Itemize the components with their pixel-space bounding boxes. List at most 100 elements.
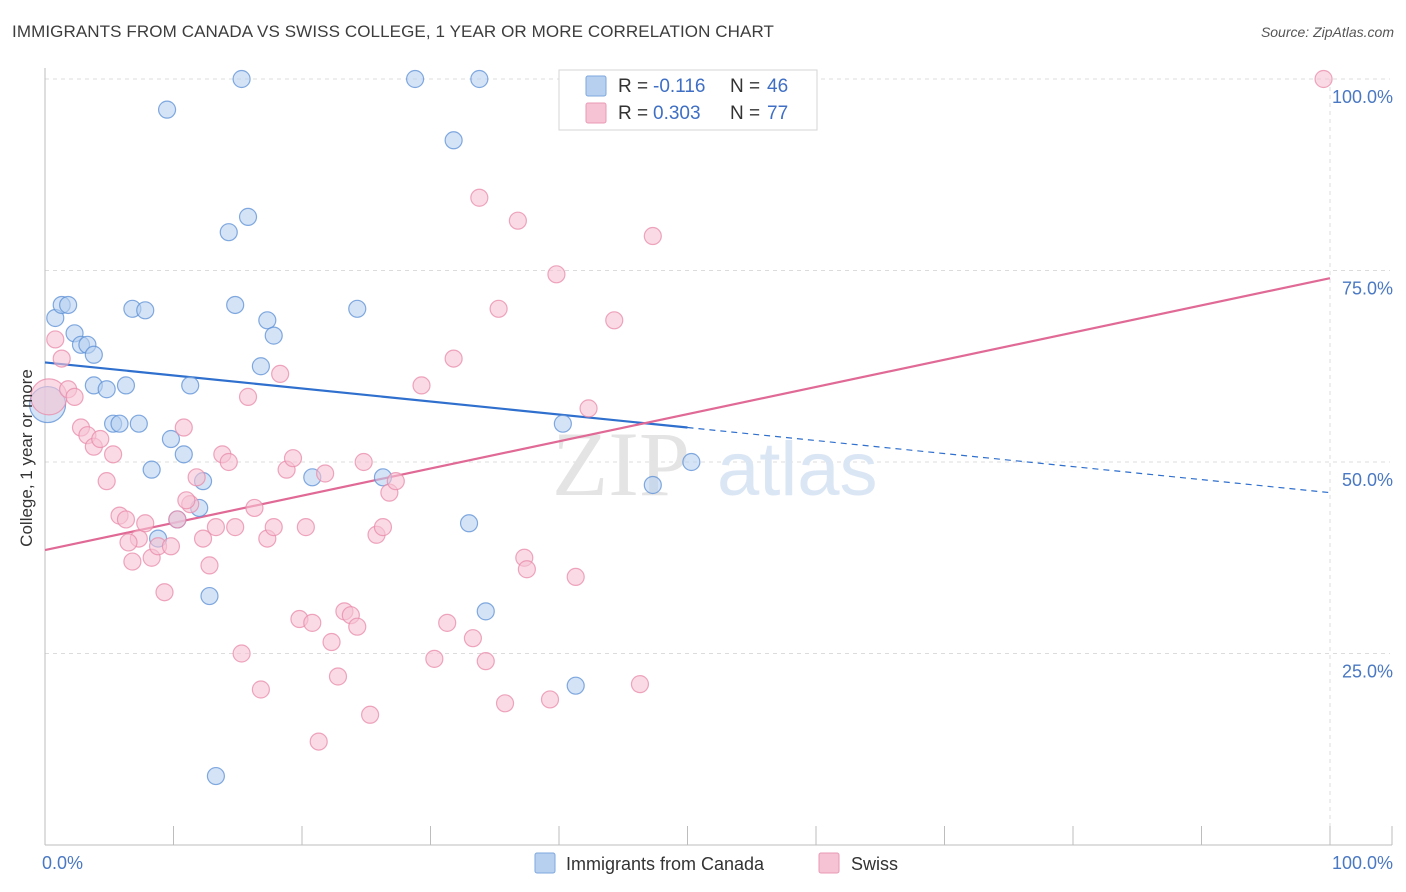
point-canada-32 (264, 326, 283, 345)
watermark-zip: ZIP (552, 413, 690, 515)
point-swiss-35 (264, 518, 283, 537)
point-swiss-72 (630, 675, 650, 694)
point-canada-18 (161, 429, 181, 449)
point-swiss-9 (97, 472, 116, 491)
y-tick-label-2: 50.0% (1342, 470, 1393, 490)
point-swiss-60 (470, 188, 489, 207)
trend-line-canada (44, 361, 688, 429)
point-canada-15 (136, 301, 155, 320)
y-tick-label-0: 100.0% (1332, 87, 1393, 107)
point-canada-37 (444, 131, 463, 150)
point-swiss-48 (348, 617, 367, 636)
point-swiss-30 (232, 644, 251, 663)
stats-n-label-pink: N = (730, 103, 760, 124)
point-canada-25 (206, 766, 226, 786)
point-canada-26 (219, 223, 238, 242)
point-swiss-12 (116, 510, 136, 529)
point-swiss-33 (251, 680, 270, 699)
point-canada-38 (470, 69, 489, 89)
point-swiss-29 (226, 518, 245, 537)
point-swiss-20 (168, 510, 187, 529)
tick-labels: 100.0% 75.0% 50.0% 25.0% 0.0% 100.0% (42, 87, 1393, 873)
point-swiss-71 (605, 311, 624, 330)
point-canada-20 (174, 445, 193, 464)
point-swiss-62 (489, 299, 508, 318)
point-swiss-45 (328, 667, 348, 686)
point-canada-31 (258, 311, 277, 330)
x-tick-label-0: 0.0% (42, 853, 83, 873)
watermark: ZIP atlas (552, 413, 878, 515)
stats-r-label-blue: R = (618, 76, 648, 97)
point-canada-44 (682, 452, 701, 472)
point-canada-19 (157, 100, 177, 119)
point-swiss-38 (283, 449, 303, 468)
point-swiss-66 (517, 560, 536, 579)
series-legend: Immigrants from Canada Swiss (534, 852, 898, 874)
point-swiss-54 (386, 472, 405, 491)
point-swiss-10 (104, 445, 123, 464)
point-swiss-56 (425, 649, 444, 668)
chart-title: IMMIGRANTS FROM CANADA VS SWISS COLLEGE,… (12, 22, 775, 41)
point-swiss-28 (219, 452, 238, 472)
point-swiss-73 (643, 226, 662, 246)
point-canada-12 (116, 376, 136, 395)
point-swiss-69 (579, 399, 598, 418)
point-swiss-63 (495, 694, 515, 713)
point-swiss-4 (65, 387, 84, 406)
stats-legend-swatch-blue (585, 75, 607, 97)
legend-label-swiss: Swiss (851, 854, 898, 874)
point-canada-43 (643, 475, 662, 495)
watermark-atlas: atlas (717, 427, 878, 512)
point-canada-7 (84, 345, 103, 364)
point-swiss-75 (177, 491, 196, 510)
point-canada-36 (405, 69, 425, 89)
point-swiss-61 (476, 652, 495, 671)
point-swiss-57 (438, 613, 457, 632)
point-swiss-67 (540, 690, 560, 709)
point-swiss-24 (193, 529, 213, 548)
y-tick-label-1: 75.0% (1342, 279, 1393, 299)
point-swiss-68 (547, 265, 566, 284)
point-canada-27 (232, 69, 251, 89)
point-canada-16 (142, 460, 161, 479)
stats-r-value-pink: 0.303 (653, 103, 701, 124)
point-swiss-19 (161, 537, 181, 556)
x-tick-label-1: 100.0% (1332, 853, 1393, 873)
point-swiss-44 (322, 632, 341, 652)
point-canada-24 (200, 586, 219, 606)
point-swiss-21 (174, 418, 193, 437)
stats-r-value-blue: -0.116 (653, 76, 705, 97)
point-swiss-25 (200, 556, 219, 575)
point-swiss-58 (444, 349, 463, 368)
stats-legend-swatch-pink (585, 102, 607, 124)
point-swiss-1 (46, 330, 65, 349)
point-swiss-59 (463, 629, 483, 648)
scatter-points (28, 69, 1333, 786)
point-canada-41 (553, 414, 572, 433)
stats-n-value-blue: 46 (767, 76, 788, 97)
point-swiss-13 (123, 552, 142, 571)
point-swiss-15 (136, 514, 155, 533)
point-swiss-18 (155, 583, 174, 602)
legend-swatch-swiss (818, 852, 840, 874)
point-canada-40 (476, 602, 495, 621)
stats-legend: R = -0.116 N = 46 R = 0.303 N = 77 (558, 69, 818, 131)
point-canada-29 (226, 295, 245, 315)
y-axis-label: College, 1 year or more (17, 369, 36, 547)
point-canada-13 (129, 414, 148, 433)
point-swiss-36 (271, 364, 290, 384)
stats-r-label-pink: R = (618, 103, 648, 124)
point-swiss-2 (52, 349, 71, 368)
y-tick-label-3: 25.0% (1342, 662, 1393, 682)
point-canada-30 (251, 357, 270, 376)
legend-label-canada: Immigrants from Canada (566, 854, 765, 874)
point-swiss-23 (187, 468, 206, 487)
point-swiss-32 (245, 498, 264, 518)
point-swiss-42 (309, 732, 328, 751)
point-canada-34 (348, 299, 367, 318)
point-canada-39 (459, 514, 479, 533)
point-canada-22 (181, 376, 200, 395)
point-swiss-70 (566, 567, 585, 587)
point-swiss-50 (361, 705, 380, 724)
stats-n-label-blue: N = (730, 76, 760, 97)
